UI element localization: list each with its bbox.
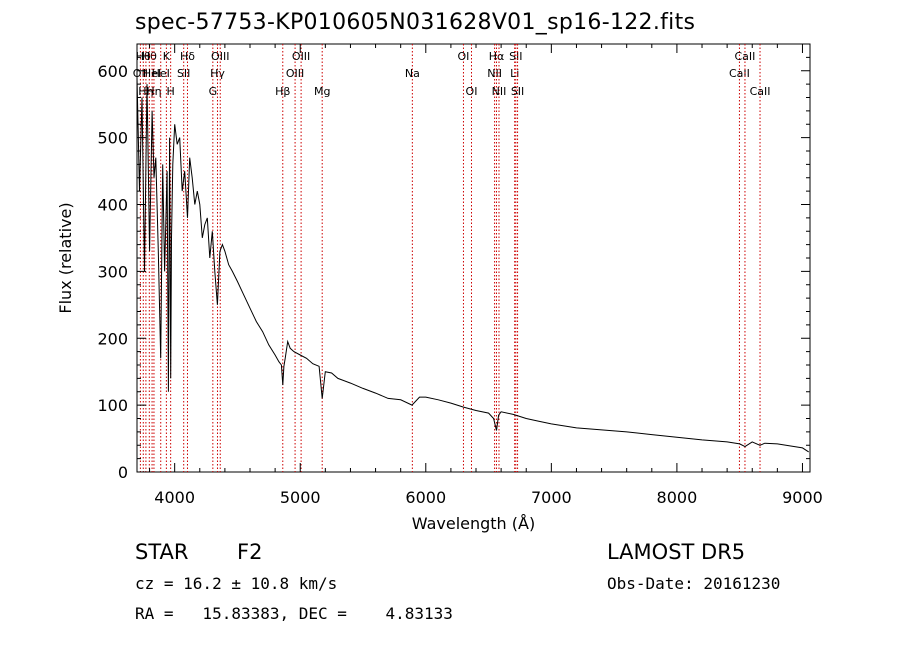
line-marker-label: OI	[466, 85, 478, 98]
x-axis-label: Wavelength (Å)	[412, 514, 535, 533]
line-marker-label: Hα	[489, 50, 505, 63]
line-marker-label: Hγ	[210, 67, 225, 80]
y-tick-label: 500	[97, 129, 128, 148]
line-marker-label: G	[209, 85, 218, 98]
line-marker-label: Hβ	[275, 85, 290, 98]
x-tick-label: 9000	[782, 488, 823, 507]
x-tick-label: 8000	[657, 488, 698, 507]
line-marker-label: H	[167, 85, 175, 98]
line-marker-label: Hη	[138, 85, 153, 98]
line-marker-label: NII	[492, 85, 507, 98]
line-marker-label: HeI	[152, 67, 170, 80]
line-marker-label: CaII	[750, 85, 771, 98]
line-marker-label: CaII	[729, 67, 750, 80]
y-tick-label: 100	[97, 396, 128, 415]
x-tick-label: 6000	[405, 488, 446, 507]
line-marker-label: Li	[510, 67, 519, 80]
plot-frame	[136, 43, 811, 473]
line-marker-label: NII	[487, 67, 502, 80]
coordinates-readout: RA = 15.83383, DEC = 4.83133	[135, 604, 453, 623]
line-marker-label: Hη	[146, 85, 161, 98]
spectrum-line	[136, 77, 809, 453]
line-marker-label: OIII	[286, 67, 304, 80]
redshift-readout: cz = 16.2 ± 10.8 km/s	[135, 574, 338, 593]
y-tick-label: 600	[97, 62, 128, 81]
line-marker-label: SII	[511, 85, 524, 98]
chart-title: spec-57753-KP010605N031628V01_sp16-122.f…	[135, 10, 696, 35]
x-tick-label: 7000	[531, 488, 572, 507]
line-marker-label: HeI	[143, 67, 161, 80]
line-marker-label: Hδ	[180, 50, 195, 63]
x-tick-label: 4000	[154, 488, 195, 507]
y-axis-label: Flux (relative)	[56, 202, 75, 313]
y-tick-label: 0	[118, 463, 128, 482]
y-tick-label: 200	[97, 329, 128, 348]
object-class: STAR	[135, 540, 189, 564]
line-marker-label: K	[163, 50, 171, 63]
line-marker-label: Na	[405, 67, 420, 80]
obs-date-readout: Obs-Date: 20161230	[607, 574, 781, 593]
line-marker-label: Hθ	[136, 50, 151, 63]
line-marker-label: SII	[509, 50, 522, 63]
line-marker-label: OI	[458, 50, 470, 63]
line-marker-label: CaII	[734, 50, 755, 63]
y-tick-label: 300	[97, 262, 128, 281]
x-tick-label: 5000	[280, 488, 321, 507]
line-marker-label: SII	[177, 67, 190, 80]
survey-name: LAMOST DR5	[607, 540, 746, 564]
y-tick-label: 400	[97, 196, 128, 215]
line-marker-label: OIII	[292, 50, 310, 63]
line-marker-label: OIII	[211, 50, 229, 63]
line-marker-label: Mg	[314, 85, 330, 98]
line-marker-label: Hθ	[142, 50, 157, 63]
object-subclass: F2	[237, 540, 263, 564]
